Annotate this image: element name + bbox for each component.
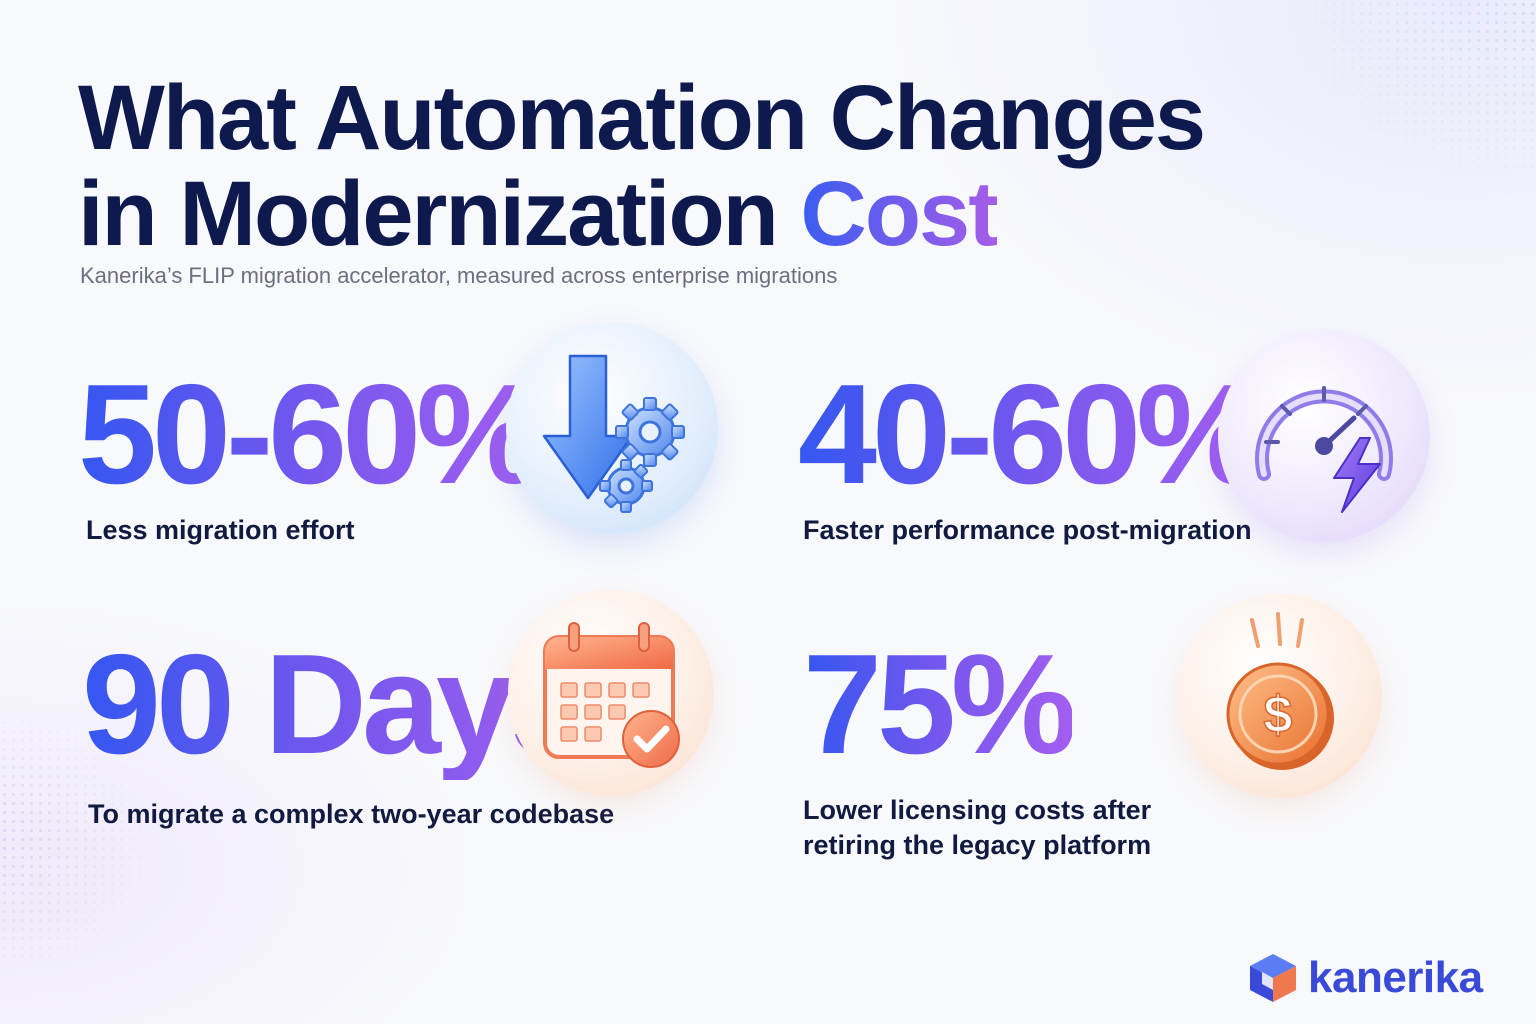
decorative-dots-top-right	[1276, 0, 1536, 200]
kanerika-logo: kanerika	[1248, 952, 1483, 1004]
title-accent-word: Cost	[800, 163, 998, 265]
stat-timeline-value: 90 Days	[82, 625, 589, 784]
title-line-2: in Modernization	[78, 163, 801, 265]
falling-dollar-coin-icon: $	[1178, 594, 1382, 798]
page-title: What Automation Changes in Modernization…	[78, 67, 1206, 265]
stat-licensing-label-line-2: retiring the legacy platform	[803, 830, 1152, 860]
stat-licensing-value: 75%	[803, 625, 1077, 784]
arrow-down-gears-icon	[506, 322, 718, 534]
kanerika-cube-icon	[1250, 954, 1296, 1002]
stat-timeline-label: To migrate a complex two-year codebase	[88, 799, 615, 829]
decorative-dots-bottom-left	[0, 700, 160, 960]
stat-performance-value: 40-60%	[798, 355, 1262, 514]
svg-text:$: $	[1264, 686, 1293, 744]
stat-licensing-label: Lower licensing costs after retiring the…	[803, 793, 1151, 863]
brand-name: kanerika	[1308, 953, 1483, 1002]
page-subtitle: Kanerika’s FLIP migration accelerator, m…	[80, 263, 838, 288]
title-line-1: What Automation Changes	[78, 67, 1206, 169]
stat-performance-label: Faster performance post-migration	[803, 515, 1252, 545]
calendar-check-icon	[508, 590, 714, 796]
stat-licensing-label-line-1: Lower licensing costs after	[803, 795, 1152, 825]
stat-effort-label: Less migration effort	[86, 515, 355, 545]
stat-effort-value: 50-60%	[78, 355, 542, 514]
speedometer-lightning-icon	[1218, 330, 1430, 542]
